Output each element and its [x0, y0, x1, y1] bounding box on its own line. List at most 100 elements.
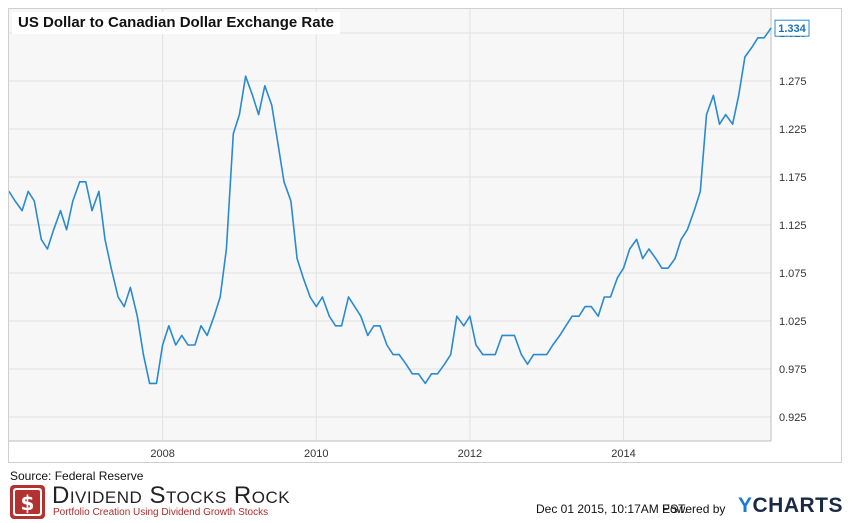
data-point	[328, 315, 330, 317]
data-point	[417, 373, 420, 375]
line-chart: 0.925 0.975 1.025 1.075 1.125 1.175 1.225 1.275…	[9, 9, 810, 460]
data-point	[507, 334, 509, 336]
data-point	[219, 296, 221, 298]
x-tick-label-3: 2014	[611, 448, 635, 460]
data-point	[712, 94, 714, 96]
data-point	[757, 37, 759, 39]
data-point	[175, 344, 177, 346]
data-point	[398, 354, 400, 356]
data-point	[334, 325, 337, 327]
data-point	[302, 277, 304, 279]
data-point	[475, 344, 477, 346]
ycharts-logo-rest: CHARTS	[752, 494, 844, 517]
data-point	[21, 210, 23, 212]
data-point	[552, 344, 554, 346]
data-point	[290, 200, 292, 202]
data-point	[181, 334, 183, 336]
data-point	[225, 248, 227, 250]
series-line-0	[9, 27, 772, 385]
data-point	[232, 133, 234, 135]
y-tick-label-5: 1.175	[779, 172, 807, 184]
y-tick-label-6: 1.225	[779, 124, 807, 136]
data-point	[271, 104, 273, 106]
data-point	[283, 181, 285, 183]
data-point	[200, 325, 202, 327]
data-point	[379, 325, 381, 327]
chart-frame: 0.925 0.975 1.025 1.075 1.125 1.175 1.225 1.275…	[8, 8, 842, 463]
data-point	[392, 354, 394, 356]
data-point	[341, 325, 343, 327]
data-point	[206, 334, 208, 336]
data-point	[123, 306, 125, 308]
data-point	[373, 325, 375, 327]
y-tick-label-3: 1.075	[779, 268, 807, 280]
data-point	[450, 354, 452, 356]
data-point	[52, 229, 55, 231]
timestamp: Dec 01 2015, 10:17AM EST.	[536, 502, 688, 516]
data-point	[187, 344, 189, 346]
y-tick-label-2: 1.025	[779, 316, 807, 328]
ycharts-logo-y: Y	[738, 494, 753, 517]
data-point	[91, 210, 93, 212]
data-point	[66, 229, 68, 231]
data-point	[744, 56, 746, 58]
data-point	[770, 27, 772, 29]
ycharts-logo[interactable]: YCHARTS	[738, 494, 843, 518]
data-point	[667, 267, 669, 269]
x-tick-label-0: 2008	[150, 448, 174, 460]
data-point	[129, 286, 131, 288]
data-point	[168, 325, 170, 327]
data-point	[104, 238, 106, 240]
data-point	[110, 267, 112, 269]
data-point	[354, 306, 356, 308]
data-point	[526, 363, 529, 365]
powered-by-label: Powered by	[662, 502, 726, 516]
data-point	[533, 354, 535, 356]
data-point	[725, 114, 727, 116]
data-point	[597, 315, 599, 317]
data-point	[142, 354, 145, 356]
data-point	[565, 325, 567, 327]
data-point	[590, 306, 592, 308]
data-point	[85, 181, 87, 183]
data-point	[386, 344, 388, 346]
x-tick-label-2: 2012	[458, 448, 482, 460]
data-point	[456, 315, 458, 317]
data-point	[33, 200, 35, 202]
data-point	[751, 46, 753, 49]
data-point	[616, 277, 618, 279]
data-point	[488, 354, 490, 356]
data-point	[655, 258, 657, 260]
data-point	[609, 296, 612, 298]
data-point	[238, 114, 241, 116]
data-point	[539, 354, 542, 356]
data-point	[603, 296, 605, 298]
data-point	[405, 363, 407, 365]
data-point	[674, 258, 676, 260]
data-point	[40, 238, 42, 240]
data-point	[411, 373, 413, 375]
data-point	[251, 94, 254, 96]
data-point	[27, 190, 29, 192]
y-tick-label-4: 1.125	[779, 220, 807, 232]
data-point	[629, 248, 631, 250]
data-point	[213, 315, 215, 317]
data-point	[430, 373, 433, 375]
y-tick-label-7: 1.275	[779, 76, 807, 88]
y-tick-label-1: 0.975	[779, 364, 807, 376]
data-point	[315, 306, 317, 308]
y-tick-label-0: 0.925	[779, 412, 807, 424]
data-point	[718, 123, 721, 125]
data-point	[136, 315, 138, 317]
data-point	[731, 123, 734, 125]
data-point	[469, 315, 471, 317]
brand-name-text: Dividend Stocks Rock	[52, 482, 291, 509]
data-point	[763, 37, 765, 39]
data-point	[738, 94, 740, 96]
data-point	[194, 344, 196, 346]
last-value-box	[774, 19, 810, 37]
source-note: Source: Federal Reserve	[10, 469, 144, 483]
data-point	[559, 334, 561, 336]
brand-tagline: Portfolio Creation Using Dividend Growth…	[53, 507, 269, 518]
data-point	[264, 85, 266, 87]
